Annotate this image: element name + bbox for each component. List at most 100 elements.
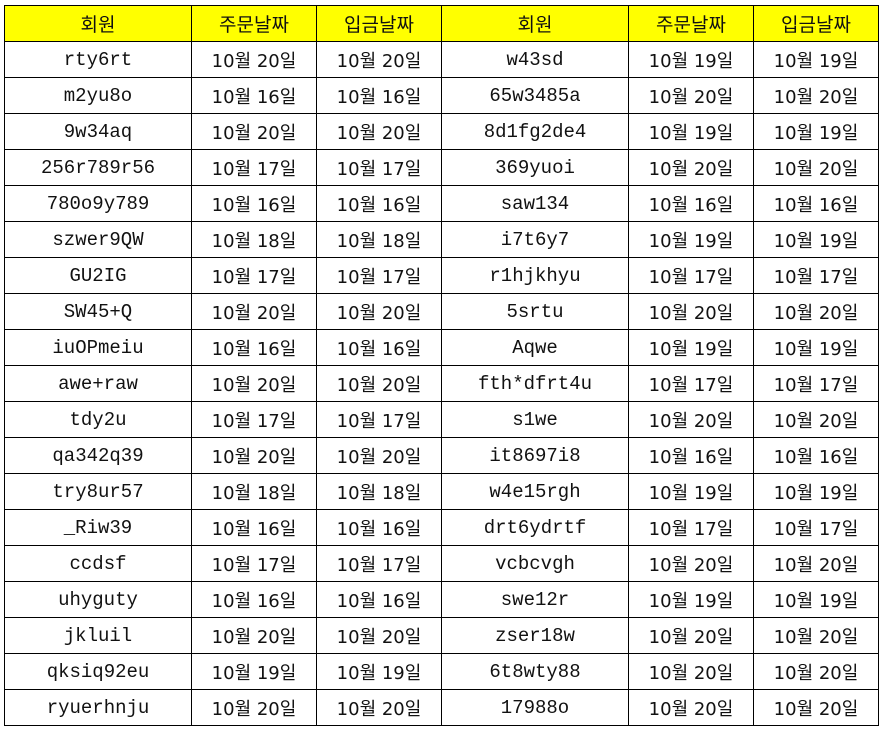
payment-date-cell[interactable]: 10월 19일 bbox=[753, 221, 879, 258]
payment-date-cell[interactable]: 10월 19일 bbox=[316, 653, 442, 690]
order-date-cell[interactable]: 10월 19일 bbox=[628, 329, 754, 366]
payment-date-cell[interactable]: 10월 17일 bbox=[753, 257, 879, 294]
payment-date-cell[interactable]: 10월 19일 bbox=[753, 113, 879, 150]
member-cell[interactable]: 65w3485a bbox=[441, 77, 629, 114]
order-date-cell[interactable]: 10월 19일 bbox=[628, 473, 754, 510]
payment-date-cell[interactable]: 10월 18일 bbox=[316, 473, 442, 510]
order-date-cell[interactable]: 10월 20일 bbox=[628, 545, 754, 582]
member-cell[interactable]: uhyguty bbox=[4, 581, 192, 618]
order-date-cell[interactable]: 10월 20일 bbox=[191, 41, 317, 78]
order-date-cell[interactable]: 10월 20일 bbox=[191, 113, 317, 150]
order-date-cell[interactable]: 10월 20일 bbox=[191, 689, 317, 726]
member-cell[interactable]: ccdsf bbox=[4, 545, 192, 582]
order-date-cell[interactable]: 10월 20일 bbox=[628, 689, 754, 726]
member-cell[interactable]: 256r789r56 bbox=[4, 149, 192, 186]
payment-date-cell[interactable]: 10월 18일 bbox=[316, 221, 442, 258]
member-cell[interactable]: jkluil bbox=[4, 617, 192, 654]
payment-date-cell[interactable]: 10월 20일 bbox=[753, 293, 879, 330]
payment-date-cell[interactable]: 10월 20일 bbox=[316, 41, 442, 78]
payment-date-cell[interactable]: 10월 16일 bbox=[316, 581, 442, 618]
payment-date-cell[interactable]: 10월 16일 bbox=[316, 77, 442, 114]
member-cell[interactable]: w43sd bbox=[441, 41, 629, 78]
payment-date-cell[interactable]: 10월 19일 bbox=[753, 329, 879, 366]
order-date-cell[interactable]: 10월 20일 bbox=[191, 617, 317, 654]
payment-date-cell[interactable]: 10월 17일 bbox=[316, 401, 442, 438]
member-cell[interactable]: 5srtu bbox=[441, 293, 629, 330]
payment-date-cell[interactable]: 10월 20일 bbox=[753, 149, 879, 186]
order-date-cell[interactable]: 10월 20일 bbox=[191, 437, 317, 474]
order-date-cell[interactable]: 10월 16일 bbox=[628, 185, 754, 222]
payment-date-cell[interactable]: 10월 17일 bbox=[753, 365, 879, 402]
member-cell[interactable]: qa342q39 bbox=[4, 437, 192, 474]
payment-date-cell[interactable]: 10월 17일 bbox=[316, 149, 442, 186]
member-cell[interactable]: iuOPmeiu bbox=[4, 329, 192, 366]
member-cell[interactable]: _Riw39 bbox=[4, 509, 192, 546]
payment-date-cell[interactable]: 10월 20일 bbox=[753, 617, 879, 654]
member-cell[interactable]: 8d1fg2de4 bbox=[441, 113, 629, 150]
member-cell[interactable]: 369yuoi bbox=[441, 149, 629, 186]
payment-date-cell[interactable]: 10월 20일 bbox=[316, 113, 442, 150]
order-date-cell[interactable]: 10월 16일 bbox=[191, 77, 317, 114]
member-cell[interactable]: try8ur57 bbox=[4, 473, 192, 510]
member-cell[interactable]: i7t6y7 bbox=[441, 221, 629, 258]
payment-date-cell[interactable]: 10월 16일 bbox=[316, 329, 442, 366]
member-cell[interactable]: swe12r bbox=[441, 581, 629, 618]
order-date-cell[interactable]: 10월 16일 bbox=[191, 581, 317, 618]
order-date-cell[interactable]: 10월 17일 bbox=[191, 257, 317, 294]
order-date-cell[interactable]: 10월 16일 bbox=[191, 509, 317, 546]
member-cell[interactable]: fth*dfrt4u bbox=[441, 365, 629, 402]
payment-date-cell[interactable]: 10월 20일 bbox=[316, 293, 442, 330]
header-payment-date-2[interactable]: 입금날짜 bbox=[753, 5, 879, 42]
order-date-cell[interactable]: 10월 19일 bbox=[191, 653, 317, 690]
order-date-cell[interactable]: 10월 16일 bbox=[191, 185, 317, 222]
payment-date-cell[interactable]: 10월 16일 bbox=[316, 185, 442, 222]
member-cell[interactable]: r1hjkhyu bbox=[441, 257, 629, 294]
member-cell[interactable]: awe+raw bbox=[4, 365, 192, 402]
order-date-cell[interactable]: 10월 17일 bbox=[628, 257, 754, 294]
payment-date-cell[interactable]: 10월 19일 bbox=[753, 41, 879, 78]
order-date-cell[interactable]: 10월 17일 bbox=[628, 509, 754, 546]
member-cell[interactable]: m2yu8o bbox=[4, 77, 192, 114]
order-date-cell[interactable]: 10월 18일 bbox=[191, 473, 317, 510]
member-cell[interactable]: drt6ydrtf bbox=[441, 509, 629, 546]
payment-date-cell[interactable]: 10월 16일 bbox=[753, 437, 879, 474]
member-cell[interactable]: saw134 bbox=[441, 185, 629, 222]
order-date-cell[interactable]: 10월 17일 bbox=[628, 365, 754, 402]
order-date-cell[interactable]: 10월 17일 bbox=[191, 149, 317, 186]
payment-date-cell[interactable]: 10월 20일 bbox=[316, 365, 442, 402]
order-date-cell[interactable]: 10월 16일 bbox=[191, 329, 317, 366]
payment-date-cell[interactable]: 10월 20일 bbox=[316, 617, 442, 654]
payment-date-cell[interactable]: 10월 20일 bbox=[753, 689, 879, 726]
payment-date-cell[interactable]: 10월 20일 bbox=[316, 437, 442, 474]
member-cell[interactable]: s1we bbox=[441, 401, 629, 438]
payment-date-cell[interactable]: 10월 19일 bbox=[753, 473, 879, 510]
member-cell[interactable]: it8697i8 bbox=[441, 437, 629, 474]
header-member[interactable]: 회원 bbox=[4, 5, 192, 42]
member-cell[interactable]: SW45+Q bbox=[4, 293, 192, 330]
member-cell[interactable]: 6t8wty88 bbox=[441, 653, 629, 690]
payment-date-cell[interactable]: 10월 20일 bbox=[753, 401, 879, 438]
order-date-cell[interactable]: 10월 20일 bbox=[628, 653, 754, 690]
order-date-cell[interactable]: 10월 17일 bbox=[191, 401, 317, 438]
order-date-cell[interactable]: 10월 17일 bbox=[191, 545, 317, 582]
payment-date-cell[interactable]: 10월 17일 bbox=[316, 545, 442, 582]
payment-date-cell[interactable]: 10월 17일 bbox=[753, 509, 879, 546]
order-date-cell[interactable]: 10월 18일 bbox=[191, 221, 317, 258]
payment-date-cell[interactable]: 10월 16일 bbox=[316, 509, 442, 546]
payment-date-cell[interactable]: 10월 16일 bbox=[753, 185, 879, 222]
payment-date-cell[interactable]: 10월 20일 bbox=[753, 77, 879, 114]
header-payment-date[interactable]: 입금날짜 bbox=[316, 5, 442, 42]
member-cell[interactable]: qksiq92eu bbox=[4, 653, 192, 690]
member-cell[interactable]: 780o9y789 bbox=[4, 185, 192, 222]
header-member-2[interactable]: 회원 bbox=[441, 5, 629, 42]
order-date-cell[interactable]: 10월 20일 bbox=[628, 77, 754, 114]
header-order-date-2[interactable]: 주문날짜 bbox=[628, 5, 754, 42]
payment-date-cell[interactable]: 10월 20일 bbox=[753, 653, 879, 690]
payment-date-cell[interactable]: 10월 20일 bbox=[316, 689, 442, 726]
member-cell[interactable]: rty6rt bbox=[4, 41, 192, 78]
order-date-cell[interactable]: 10월 16일 bbox=[628, 437, 754, 474]
member-cell[interactable]: tdy2u bbox=[4, 401, 192, 438]
header-order-date[interactable]: 주문날짜 bbox=[191, 5, 317, 42]
member-cell[interactable]: GU2IG bbox=[4, 257, 192, 294]
member-cell[interactable]: 17988o bbox=[441, 689, 629, 726]
